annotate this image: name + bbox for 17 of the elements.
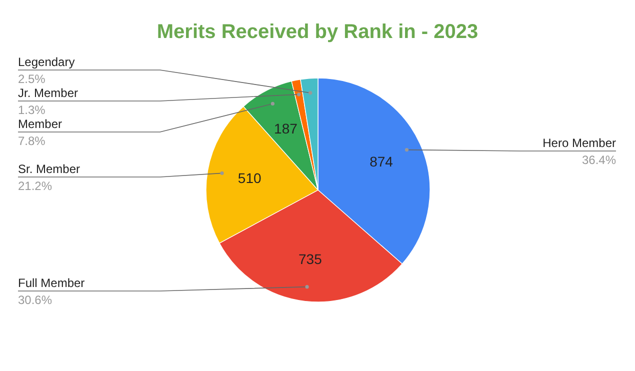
slice-label: Full Member bbox=[18, 276, 85, 290]
data-label: 874 bbox=[370, 153, 394, 170]
text: 30.6% bbox=[18, 293, 52, 307]
slice-label: Sr. Member bbox=[18, 162, 80, 176]
slice-label: Member bbox=[18, 117, 62, 131]
slice-label: Jr. Member bbox=[18, 86, 78, 100]
text: 21.2% bbox=[18, 179, 52, 193]
text: 1.3% bbox=[18, 103, 46, 117]
text: 7.8% bbox=[18, 134, 46, 148]
slice-label: Hero Member bbox=[542, 136, 616, 150]
data-label: 187 bbox=[274, 120, 298, 137]
data-label: 735 bbox=[298, 251, 322, 267]
text: 2.5% bbox=[18, 72, 46, 86]
chart-title: Merits Received by Rank in - 2023 bbox=[156, 21, 478, 43]
data-label: 510 bbox=[238, 170, 262, 186]
slice-label: Legendary bbox=[18, 55, 75, 69]
text: 36.4% bbox=[582, 153, 616, 167]
